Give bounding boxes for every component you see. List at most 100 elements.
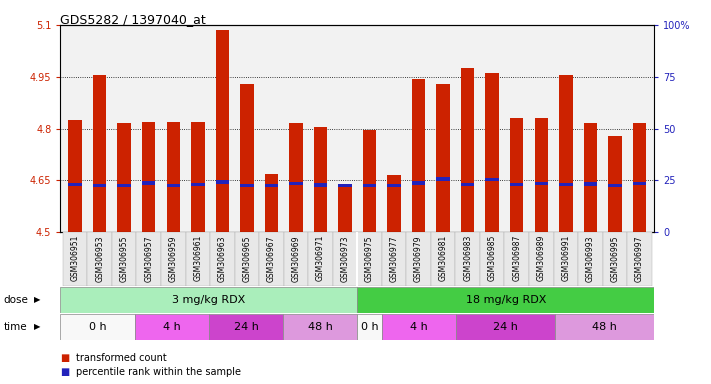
Text: GSM306967: GSM306967 [267,235,276,281]
Text: GSM306965: GSM306965 [242,235,252,281]
Bar [412,181,425,185]
Bar [510,118,523,232]
Text: 0 h: 0 h [361,322,378,332]
Bar [209,314,283,340]
Bar [486,73,499,232]
Bar [93,75,107,232]
Bar [505,232,529,286]
Text: GSM306987: GSM306987 [512,235,521,281]
Bar [382,314,456,340]
Bar [559,183,572,186]
Bar [407,232,431,286]
Text: GSM306961: GSM306961 [193,235,203,281]
Text: time: time [4,322,27,332]
Bar [215,30,229,232]
Text: 24 h: 24 h [493,322,518,332]
Text: 4 h: 4 h [410,322,428,332]
Text: GSM306979: GSM306979 [414,235,423,281]
Bar [437,84,450,232]
Bar [289,182,303,185]
Bar [555,314,654,340]
Bar [240,184,254,187]
Bar [633,123,646,232]
Bar [627,232,652,286]
Bar [578,232,603,286]
Text: 18 mg/kg RDX: 18 mg/kg RDX [466,295,546,305]
Text: GSM306993: GSM306993 [586,235,595,281]
Text: ▶: ▶ [34,322,41,331]
Bar [68,183,82,186]
Text: GDS5282 / 1397040_at: GDS5282 / 1397040_at [60,13,206,26]
Text: GSM306985: GSM306985 [488,235,497,281]
Bar [338,185,352,232]
Text: GSM306955: GSM306955 [119,235,129,281]
Bar [137,232,161,286]
Bar [461,183,474,186]
Bar [215,180,229,184]
Bar [535,118,548,232]
Text: percentile rank within the sample: percentile rank within the sample [76,367,241,377]
Bar [387,175,401,232]
Bar [382,232,407,286]
Bar [456,232,480,286]
Bar [240,84,254,232]
Bar [117,123,131,232]
Text: GSM306977: GSM306977 [390,235,399,281]
Text: GSM306997: GSM306997 [635,235,644,281]
Text: GSM306973: GSM306973 [341,235,350,281]
Bar [60,314,134,340]
Text: GSM306951: GSM306951 [70,235,80,281]
Bar [142,122,156,232]
Bar [264,184,278,187]
Bar [284,232,308,286]
Bar [456,314,555,340]
Bar [535,182,548,185]
Bar [161,232,186,286]
Bar [633,182,646,185]
Bar [357,314,382,340]
Bar [308,232,333,286]
Bar [431,232,456,286]
Bar [191,183,205,186]
Text: 48 h: 48 h [592,322,617,332]
Bar [486,178,499,181]
Bar [191,122,205,232]
Bar [259,232,284,286]
Text: GSM306981: GSM306981 [439,235,448,281]
Bar [283,314,357,340]
Bar [510,182,523,186]
Text: 48 h: 48 h [308,322,333,332]
Text: GSM306963: GSM306963 [218,235,227,281]
Text: ■: ■ [60,353,70,363]
Bar [559,75,572,232]
Bar [87,232,112,286]
Bar [63,232,87,286]
Text: dose: dose [4,295,28,305]
Bar [608,136,621,232]
Bar [235,232,259,286]
Text: 24 h: 24 h [233,322,258,332]
Text: GSM306995: GSM306995 [610,235,619,281]
Bar [314,127,327,232]
Bar [363,130,376,232]
Bar [264,174,278,232]
Bar [480,232,505,286]
Text: GSM306975: GSM306975 [365,235,374,281]
Bar [93,184,107,187]
Bar [333,232,357,286]
Bar [357,232,382,286]
Bar [314,183,327,187]
Text: 0 h: 0 h [89,322,107,332]
Bar [166,122,180,232]
Bar [60,287,357,313]
Bar [363,184,376,187]
Bar [387,184,401,187]
Bar [584,123,597,232]
Text: GSM306991: GSM306991 [561,235,570,281]
Text: GSM306959: GSM306959 [169,235,178,281]
Bar [166,184,180,187]
Bar [117,184,131,187]
Bar [134,314,209,340]
Text: 4 h: 4 h [163,322,181,332]
Bar [112,232,137,286]
